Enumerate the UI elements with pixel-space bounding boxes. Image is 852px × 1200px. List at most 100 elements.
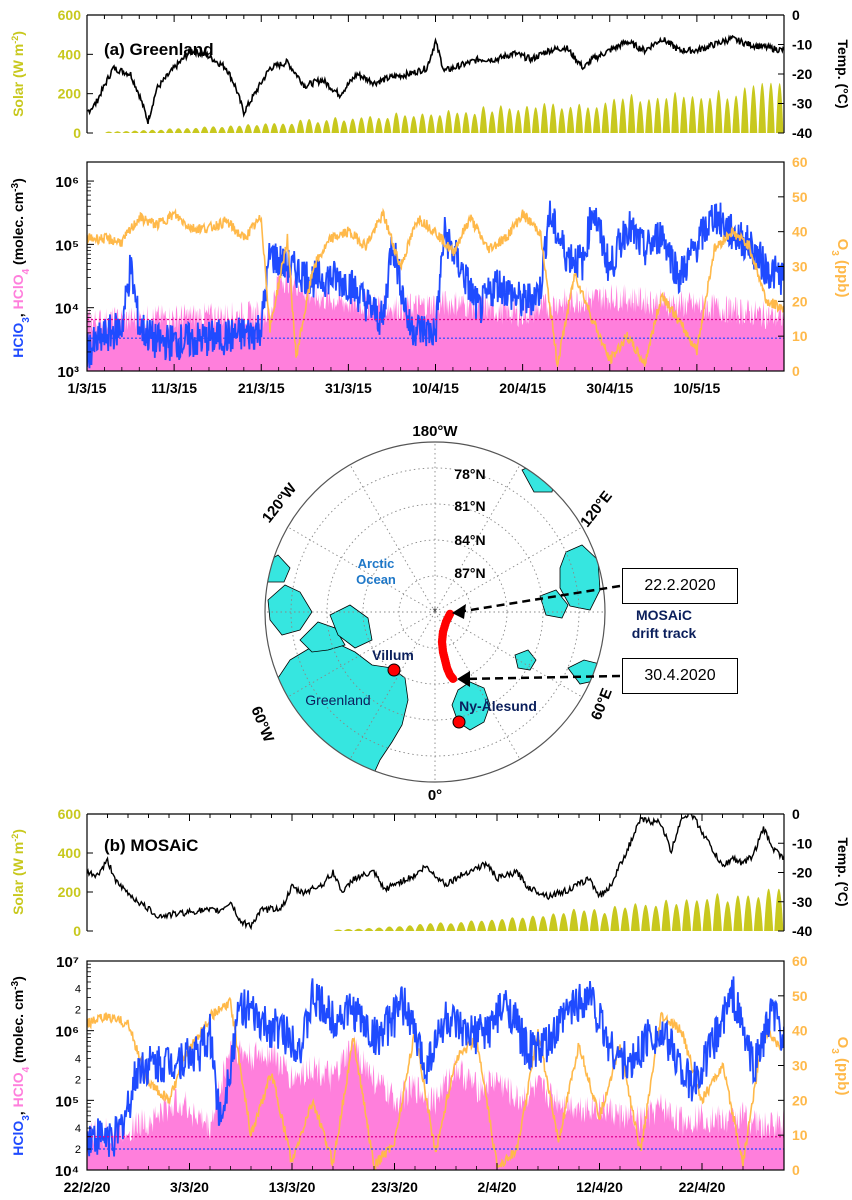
- solar-peak: [333, 929, 343, 931]
- solar-peak: [436, 922, 446, 931]
- solar-peak: [314, 122, 322, 133]
- y-tick-label-right: 10: [792, 328, 808, 344]
- solar-peak: [743, 895, 753, 931]
- solar-peak: [331, 117, 340, 133]
- solar-peak: [462, 112, 470, 133]
- x-tick-label: 23/3/20: [371, 1179, 418, 1195]
- hclo4-area: [87, 264, 784, 371]
- solar-peak: [723, 98, 732, 133]
- solar-peak: [305, 118, 313, 133]
- x-tick-label: 22/4/20: [679, 1179, 726, 1195]
- panel-a-chem: 10³ 10⁴ 10⁵ 10⁶ 0 10 20 30 40 50 60 1/3/15 11/3/15 21…: [10, 154, 852, 396]
- solar-peak: [636, 101, 644, 133]
- solar-peak: [157, 129, 165, 133]
- meridian-line: [434, 611, 583, 698]
- solar-peak: [706, 97, 714, 133]
- y-tick-label-minor: 4: [75, 1123, 81, 1135]
- label-180w: 180°W: [412, 423, 458, 440]
- solar-peak: [395, 926, 405, 931]
- solar-peak: [651, 905, 661, 931]
- y-tick-label-right: 40: [792, 224, 808, 240]
- solar-peak: [374, 927, 384, 931]
- solar-peak: [775, 83, 784, 133]
- solar-peak: [774, 888, 784, 931]
- y-tick-label-right: 10: [792, 1127, 808, 1143]
- temperature-line: [87, 34, 784, 125]
- solar-peak: [620, 907, 630, 931]
- hclo4-area: [87, 1034, 784, 1170]
- x-tick-label: 10/5/15: [674, 380, 721, 396]
- solar-peak: [767, 82, 775, 133]
- solar-peak: [697, 97, 705, 133]
- solar-peak: [453, 112, 462, 133]
- y-tick-label-right: 0: [792, 1162, 800, 1178]
- meridian-line: [287, 611, 436, 698]
- panel-a-solar-temp: 0 200 400 600 -40 -30 -20 -10 0 (a) Greenland So…: [10, 7, 851, 141]
- solar-peak: [139, 130, 148, 133]
- solar-peak: [343, 928, 353, 931]
- y-tick-label-left: 400: [58, 46, 82, 62]
- x-tick-label: 13/3/20: [269, 1179, 316, 1195]
- solar-peak: [497, 105, 505, 133]
- y-axis-label-right: O3 (ppb): [830, 239, 852, 298]
- solar-peak: [354, 928, 364, 931]
- solar-peak: [477, 920, 487, 931]
- solar-peak: [600, 913, 610, 931]
- y-tick-label-right: -40: [792, 125, 812, 141]
- y-tick-label-right: 0: [792, 363, 800, 379]
- nyalesund-station-marker: [452, 715, 466, 729]
- solar-peak: [518, 917, 528, 931]
- solar-peak: [749, 85, 758, 133]
- solar-peak: [364, 927, 374, 931]
- x-tick-label: 10/4/15: [412, 380, 459, 396]
- solar-peak: [192, 127, 200, 133]
- y-tick-label-right: 60: [792, 953, 808, 969]
- y-tick-label-left: 0: [73, 125, 81, 141]
- solar-peak: [401, 115, 409, 133]
- canada-island-3: [329, 604, 373, 649]
- solar-peak: [436, 115, 444, 133]
- solar-peak: [758, 82, 766, 133]
- solar-peak: [235, 125, 244, 133]
- solar-peak: [444, 110, 453, 133]
- panel-title: (a) Greenland: [104, 40, 214, 59]
- y-tick-label-right: -10: [792, 37, 812, 53]
- x-tick-label: 11/3/15: [151, 380, 197, 396]
- solar-peak: [569, 908, 579, 931]
- solar-peak: [627, 94, 636, 133]
- y-tick-label-right: 50: [792, 189, 808, 205]
- y-tick-label-left: 10⁵: [55, 1093, 79, 1110]
- label-120e: 120°E: [577, 488, 616, 531]
- meridian-line: [434, 464, 521, 613]
- solar-peak: [531, 107, 540, 133]
- solar-peak: [122, 131, 130, 133]
- solar-peak: [619, 98, 627, 133]
- date-start-box: 22.2.2020: [622, 568, 738, 604]
- map-outline: [264, 441, 606, 783]
- y-tick-label-minor: 2: [75, 1005, 81, 1017]
- tick-labels: 10³ 10⁴ 10⁵ 10⁶ 0 10 20 30 40 50 60 1/3/15 11/3/15 21…: [55, 154, 808, 396]
- y-axis-label-left: Solar (W m-2): [10, 829, 26, 915]
- solar-peak: [714, 89, 723, 133]
- y-axis-label-right: Temp. (°C): [835, 837, 851, 906]
- solar-peak: [538, 916, 548, 931]
- solar-peak: [662, 97, 671, 133]
- solar-peak: [528, 915, 538, 931]
- solar-peak: [131, 130, 139, 133]
- tick-labels: 0 200 400 600 -40 -30 -20 -10 0: [58, 7, 813, 141]
- ocean-label: Arctic Ocean: [356, 556, 396, 587]
- track-point: [448, 674, 458, 683]
- meridian-line: [287, 526, 436, 613]
- villum-station-marker: [387, 663, 401, 677]
- solar-peak: [244, 124, 252, 133]
- solar-peak: [653, 97, 662, 133]
- pole-marker: *: [433, 605, 438, 619]
- y-tick-label-right: 20: [792, 293, 808, 309]
- y-tick-label-left: 10⁶: [55, 174, 79, 191]
- y-tick-label-left: 600: [58, 7, 82, 23]
- meridian-line: [349, 464, 436, 613]
- solar-peak: [497, 918, 507, 931]
- solar-peak: [357, 117, 366, 133]
- solar-peak: [392, 112, 401, 133]
